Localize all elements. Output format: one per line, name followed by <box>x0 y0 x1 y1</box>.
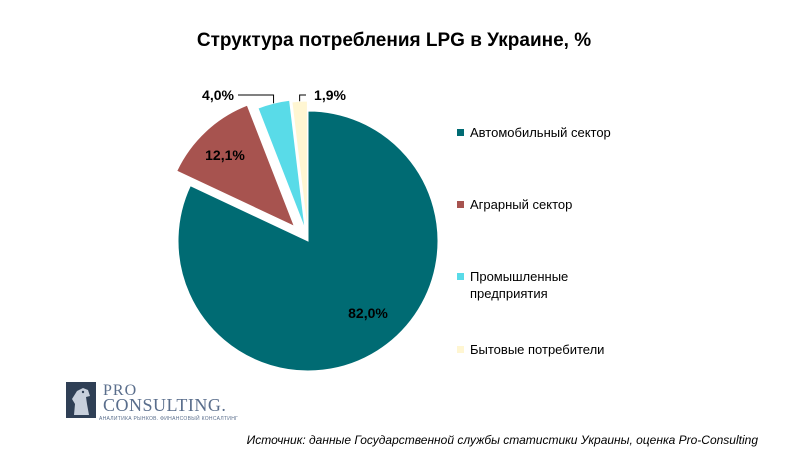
pro-consulting-logo: PRO CONSULTING. АНАЛИТИКА РЫНКОВ. ФИНАНС… <box>66 382 238 422</box>
logo-text-pro: PRO <box>103 382 138 399</box>
leader-line-household <box>299 94 306 102</box>
source-note: Источник: данные Государственной службы … <box>246 433 758 447</box>
knight-logo-icon <box>66 382 96 418</box>
legend-swatch-household <box>457 346 464 353</box>
data-label-automotive: 82,0% <box>348 305 388 321</box>
legend-label: Автомобильный сектор <box>470 125 611 140</box>
data-label-agrarian: 12,1% <box>205 147 245 163</box>
legend-swatch-industrial <box>457 273 464 280</box>
pie-slice-agrarian <box>176 104 296 228</box>
logo-tagline: АНАЛИТИКА РЫНКОВ. ФИНАНСОВЫЙ КОНСАЛТИНГ <box>99 416 239 422</box>
pie-slice-industrial <box>257 99 306 230</box>
legend-swatch-agrarian <box>457 201 464 208</box>
chart-title: Структура потребления LPG в Украине, % <box>196 30 592 51</box>
logo-text-consulting: CONSULTING. <box>103 395 227 415</box>
pie-slice-household <box>291 100 308 232</box>
pie-slice-automotive <box>177 110 439 372</box>
legend-label: Аграрный сектор <box>470 197 573 212</box>
leader-line-industrial <box>238 94 275 104</box>
legend-label: Промышленные предприятия <box>470 269 569 301</box>
legend-swatch-automotive <box>457 129 464 136</box>
legend-label: Бытовые потребители <box>470 342 605 357</box>
data-label-industrial: 4,0% <box>202 87 234 103</box>
data-label-household: 1,9% <box>314 87 346 103</box>
